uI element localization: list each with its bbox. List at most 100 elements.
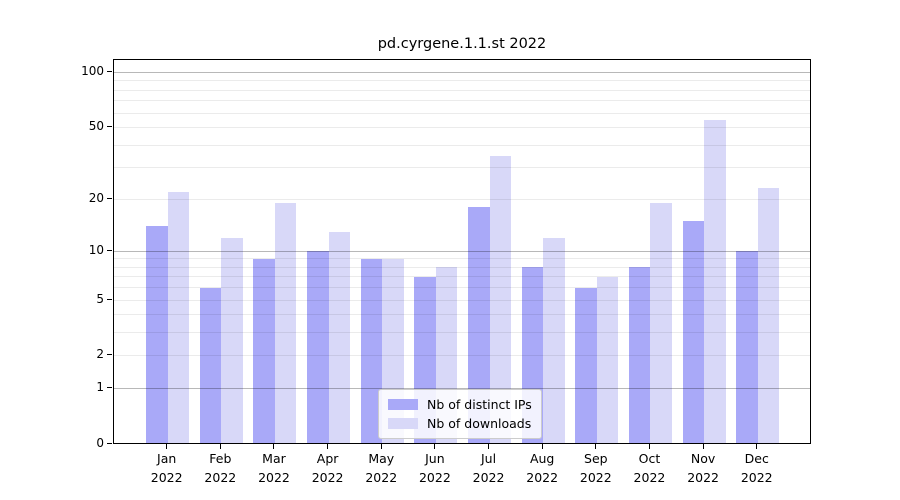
bar-distinct-ips-jan (146, 226, 168, 444)
x-tick-month: Mar (262, 451, 286, 466)
x-tick-label-sep: Sep 2022 (568, 449, 624, 487)
x-tick-label-apr: Apr 2022 (300, 449, 356, 487)
y-axis-tick (107, 387, 112, 389)
x-axis-tick (380, 444, 382, 449)
gridline-minor (114, 266, 810, 268)
x-tick-label-jan: Jan 2022 (139, 449, 195, 487)
y-axis-tick (107, 71, 112, 72)
bar-distinct-ips-may (360, 258, 383, 444)
legend-item-downloads: Nb of downloads (388, 414, 532, 433)
legend-swatch-downloads (388, 418, 418, 429)
x-tick-label-mar: Mar 2022 (246, 449, 302, 487)
bar-distinct-ips-mar (253, 258, 275, 444)
bar-downloads-dec (757, 188, 780, 444)
x-axis-tick (756, 444, 758, 449)
gridline-minor (114, 314, 810, 316)
x-tick-label-may: May 2022 (353, 449, 409, 487)
gridline-minor (114, 287, 810, 289)
x-tick-month: Nov (690, 451, 716, 466)
y-tick-label: 0 (96, 436, 104, 450)
plot-area (113, 59, 811, 444)
x-tick-year: 2022 (579, 470, 612, 485)
gridline-minor (114, 355, 810, 357)
x-tick-year: 2022 (687, 470, 719, 485)
x-tick-month: May (368, 451, 395, 466)
gridline-minor (114, 100, 810, 102)
y-tick-label: 2 (96, 347, 104, 362)
gridline-minor (114, 299, 810, 301)
bar-distinct-ips-oct (628, 267, 651, 444)
x-axis-tick (434, 444, 436, 449)
y-tick-label: 20 (88, 190, 104, 205)
legend-label-downloads: Nb of downloads (427, 416, 532, 431)
bar-downloads-jul (489, 155, 512, 444)
x-tick-month: Dec (744, 451, 769, 466)
x-axis-tick (273, 444, 275, 449)
x-axis-tick (702, 444, 704, 449)
gridline-minor (114, 167, 810, 169)
gridline-major (114, 72, 810, 73)
y-tick-label: 50 (88, 119, 104, 134)
gridline-minor (114, 332, 810, 334)
legend: Nb of distinct IPs Nb of downloads (378, 389, 542, 439)
bar-downloads-aug (543, 237, 565, 444)
x-tick-year: 2022 (740, 470, 773, 485)
x-tick-label-jun: Jun 2022 (407, 449, 463, 487)
x-tick-year: 2022 (365, 470, 398, 485)
x-tick-year: 2022 (633, 470, 666, 485)
y-tick-label: 5 (96, 291, 104, 306)
x-axis-tick (327, 444, 329, 449)
x-tick-month: Jul (480, 451, 497, 466)
legend-item-distinct-ips: Nb of distinct IPs (388, 395, 532, 414)
bar-downloads-sep (596, 276, 619, 444)
x-axis-tick (595, 444, 597, 449)
bar-distinct-ips-feb (199, 287, 222, 444)
x-axis-tick (488, 444, 490, 449)
bar-distinct-ips-dec (736, 251, 758, 444)
x-axis-tick (541, 444, 543, 449)
bar-distinct-ips-nov (682, 221, 705, 444)
gridline-minor (114, 198, 810, 200)
gridline-minor (114, 80, 810, 82)
x-tick-year: 2022 (150, 470, 183, 485)
x-tick-month: Oct (638, 451, 661, 466)
chart-title: pd.cyrgene.1.1.st 2022 (377, 36, 547, 52)
x-tick-month: Sep (584, 451, 608, 466)
gridline-minor (114, 89, 810, 91)
x-axis-tick (219, 444, 221, 449)
y-tick-label: 1 (96, 380, 104, 395)
bar-downloads-feb (221, 237, 243, 444)
bar-distinct-ips-apr (307, 251, 329, 444)
x-tick-year: 2022 (204, 470, 237, 485)
gridline-minor (114, 127, 810, 129)
y-tick-label: 10 (88, 242, 104, 257)
y-axis-tick (107, 249, 112, 251)
bar-distinct-ips-sep (575, 287, 597, 444)
x-tick-month: Jan (157, 451, 177, 466)
x-tick-month: Feb (209, 451, 232, 466)
x-tick-label-feb: Feb 2022 (192, 449, 248, 487)
x-tick-year: 2022 (418, 470, 451, 485)
legend-label-distinct-ips: Nb of distinct IPs (427, 397, 532, 412)
gridline-major (114, 388, 810, 390)
bar-distinct-ips-jul (468, 207, 490, 444)
y-axis-tick (107, 126, 112, 128)
x-tick-label-jul: Jul 2022 (461, 449, 517, 487)
x-tick-year: 2022 (258, 470, 290, 485)
gridline-minor (114, 144, 810, 146)
bar-downloads-mar (274, 203, 297, 444)
legend-swatch-distinct-ips (388, 399, 418, 410)
gridline-minor (114, 112, 810, 114)
x-tick-label-nov: Nov 2022 (675, 449, 731, 487)
x-tick-year: 2022 (472, 470, 505, 485)
x-tick-month: Aug (529, 451, 555, 466)
gridline-minor (114, 276, 810, 278)
x-tick-month: Jun (425, 451, 445, 466)
gridline-major (114, 250, 810, 252)
x-tick-label-aug: Aug 2022 (514, 449, 570, 487)
x-tick-year: 2022 (311, 470, 344, 485)
y-axis-tick (107, 354, 112, 356)
x-axis-tick (648, 444, 650, 449)
bar-downloads-jan (167, 191, 190, 444)
x-axis-tick (166, 444, 168, 449)
